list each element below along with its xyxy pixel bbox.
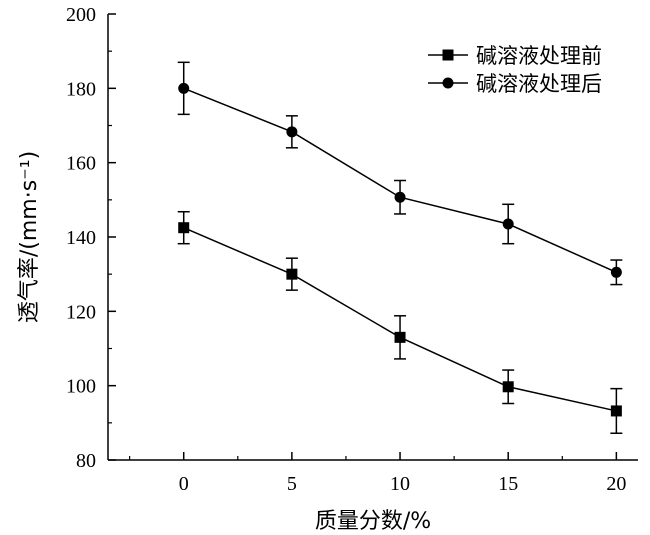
y-tick-label: 200: [66, 4, 96, 26]
data-point: [502, 381, 514, 393]
series-1: [177, 210, 623, 434]
y-tick-label: 120: [66, 301, 96, 323]
x-tick-label: 0: [179, 473, 189, 495]
y-ticks: 80 100 120 140 160 180 200: [66, 4, 116, 472]
x-axis-label: 质量分数/%: [315, 509, 431, 534]
y-tick-label: 180: [66, 78, 96, 100]
y-tick-label: 100: [66, 376, 96, 398]
data-point: [610, 266, 622, 278]
y-tick-label: 80: [76, 450, 96, 472]
data-point: [394, 331, 406, 343]
x-ticks: 0 5 10 15 20: [129, 452, 626, 495]
data-point: [178, 82, 190, 94]
legend-label: 碱溶液处理后: [476, 72, 602, 96]
data-point: [502, 218, 514, 230]
x-tick-label: 15: [498, 473, 518, 495]
data-point: [610, 405, 622, 417]
x-tick-label: 10: [390, 473, 410, 495]
y-tick-label: 140: [66, 227, 96, 249]
legend-marker: [442, 49, 454, 61]
x-tick-label: 5: [287, 473, 297, 495]
legend-item-1: 碱溶液处理前: [428, 44, 602, 68]
data-point: [286, 268, 298, 280]
data-point: [394, 191, 406, 203]
legend-label: 碱溶液处理前: [476, 44, 602, 68]
y-axis-label: 透气率/(mm·s⁻¹): [17, 151, 42, 323]
series-2: [177, 61, 623, 286]
y-tick-label: 160: [66, 153, 96, 175]
data-point: [178, 222, 190, 234]
legend-marker: [442, 77, 454, 89]
data-point: [286, 126, 298, 138]
x-tick-label: 20: [606, 473, 626, 495]
legend-item-2: 碱溶液处理后: [428, 72, 602, 96]
series-layer: [177, 61, 623, 434]
